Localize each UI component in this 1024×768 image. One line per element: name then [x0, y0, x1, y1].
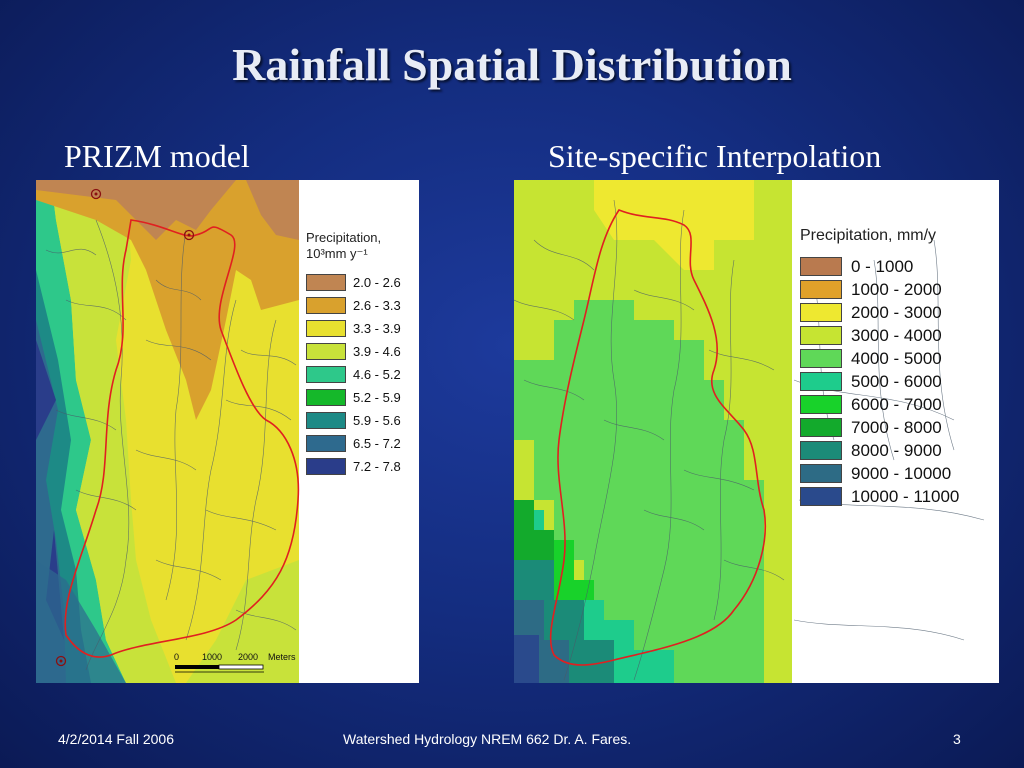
interpolation-legend-swatch	[800, 418, 842, 437]
prizm-legend-label: 5.2 - 5.9	[353, 390, 401, 405]
interpolation-legend-swatch	[800, 303, 842, 322]
interpolation-map: Precipitation, mm/y 0 - 1000 1000 - 2000 2…	[514, 180, 999, 683]
prizm-legend-item: 2.6 - 3.3	[306, 294, 401, 317]
scale-label-0: 0	[174, 652, 180, 662]
interpolation-legend-item: 4000 - 5000	[800, 347, 959, 370]
interpolation-raster	[514, 180, 985, 683]
prizm-legend-item: 3.3 - 3.9	[306, 317, 401, 340]
interpolation-legend-label: 6000 - 7000	[851, 394, 942, 414]
footer-course: Watershed Hydrology NREM 662 Dr. A. Fare…	[343, 731, 632, 747]
interpolation-legend-label: 5000 - 6000	[851, 371, 942, 391]
interpolation-legend-item: 0 - 1000	[800, 255, 959, 278]
interpolation-heading: Site-specific Interpolation	[548, 138, 882, 174]
interpolation-legend-label: 7000 - 8000	[851, 417, 942, 437]
prizm-legend-label: 3.9 - 4.6	[353, 344, 401, 359]
interpolation-legend-swatch	[800, 464, 842, 483]
interpolation-legend-item: 10000 - 11000	[800, 485, 959, 508]
prizm-legend-label: 3.3 - 3.9	[353, 321, 401, 336]
interpolation-legend-label: 4000 - 5000	[851, 348, 942, 368]
scale-bar: 0 1000 2000 Meters	[174, 652, 302, 678]
interpolation-legend-swatch	[800, 441, 842, 460]
interpolation-legend: Precipitation, mm/y 0 - 1000 1000 - 2000 2…	[800, 228, 959, 508]
prizm-legend-label: 6.5 - 7.2	[353, 436, 401, 451]
interpolation-legend-item: 8000 - 9000	[800, 439, 959, 462]
prizm-legend-label: 2.0 - 2.6	[353, 275, 401, 290]
interpolation-legend-item: 9000 - 10000	[800, 462, 959, 485]
prizm-legend-item: 2.0 - 2.6	[306, 271, 401, 294]
prizm-legend-item: 4.6 - 5.2	[306, 363, 401, 386]
prizm-legend-item: 7.2 - 7.8	[306, 455, 401, 478]
interpolation-legend-item: 6000 - 7000	[800, 393, 959, 416]
interpolation-legend-swatch	[800, 349, 842, 368]
prizm-legend-swatch	[306, 366, 346, 383]
interpolation-legend-swatch	[800, 326, 842, 345]
interpolation-legend-label: 9000 - 10000	[851, 463, 952, 483]
scale-label-1000: 1000	[202, 652, 223, 662]
interpolation-legend-label: 10000 - 11000	[851, 486, 960, 506]
gauge-marker-outlet	[55, 655, 67, 667]
prizm-legend-label: 7.2 - 7.8	[353, 459, 401, 474]
interpolation-legend-swatch	[800, 257, 842, 276]
interpolation-legend-label: 3000 - 4000	[851, 325, 942, 345]
scale-label-2000: 2000	[238, 652, 259, 662]
scale-bar-graphic	[175, 664, 264, 673]
interpolation-legend-label: 8000 - 9000	[851, 440, 942, 460]
scale-label-meters: Meters	[268, 652, 296, 662]
footer-page-number: 3	[953, 731, 961, 747]
interpolation-legend-label: 2000 - 3000	[851, 302, 942, 322]
interpolation-legend-swatch	[800, 487, 842, 506]
prizm-legend-label: 5.9 - 5.6	[353, 413, 401, 428]
prizm-raster	[36, 180, 300, 683]
prizm-legend-swatch	[306, 435, 346, 452]
interpolation-legend-swatch	[800, 395, 842, 414]
prizm-legend-swatch	[306, 412, 346, 429]
gauge-marker-northeast	[183, 229, 195, 241]
interpolation-legend-item: 5000 - 6000	[800, 370, 959, 393]
prizm-map: Precipitation, 10³mm y⁻¹ 2.0 - 2.6 2.6 - …	[36, 180, 419, 683]
prizm-heading: PRIZM model	[64, 138, 250, 174]
prizm-legend-swatch	[306, 297, 346, 314]
interpolation-legend-label: 1000 - 2000	[851, 279, 942, 299]
interpolation-legend-item: 7000 - 8000	[800, 416, 959, 439]
prizm-legend-label: 4.6 - 5.2	[353, 367, 401, 382]
slide-title: Rainfall Spatial Distribution	[232, 39, 792, 90]
prizm-legend-swatch	[306, 274, 346, 291]
prizm-legend-swatch	[306, 320, 346, 337]
prizm-legend-item: 3.9 - 4.6	[306, 340, 401, 363]
interpolation-legend-swatch	[800, 280, 842, 299]
prizm-legend-swatch	[306, 389, 346, 406]
gauge-marker-north	[90, 188, 102, 200]
prizm-legend: Precipitation, 10³mm y⁻¹ 2.0 - 2.6 2.6 - …	[306, 230, 401, 478]
prizm-legend-swatch	[306, 458, 346, 475]
interpolation-legend-item: 3000 - 4000	[800, 324, 959, 347]
prizm-legend-item: 6.5 - 7.2	[306, 432, 401, 455]
prizm-legend-label: 2.6 - 3.3	[353, 298, 401, 313]
footer-date: 4/2/2014 Fall 2006	[58, 731, 174, 747]
interpolation-legend-title: Precipitation, mm/y	[800, 227, 937, 244]
prizm-legend-units: 10³mm y⁻¹	[306, 246, 368, 261]
prizm-legend-swatch	[306, 343, 346, 360]
interpolation-legend-item: 1000 - 2000	[800, 278, 959, 301]
interpolation-legend-swatch	[800, 372, 842, 391]
prizm-legend-title: Precipitation,	[306, 230, 382, 245]
prizm-legend-item: 5.9 - 5.6	[306, 409, 401, 432]
interpolation-legend-item: 2000 - 3000	[800, 301, 959, 324]
interpolation-legend-label: 0 - 1000	[851, 256, 914, 276]
prizm-legend-item: 5.2 - 5.9	[306, 386, 401, 409]
